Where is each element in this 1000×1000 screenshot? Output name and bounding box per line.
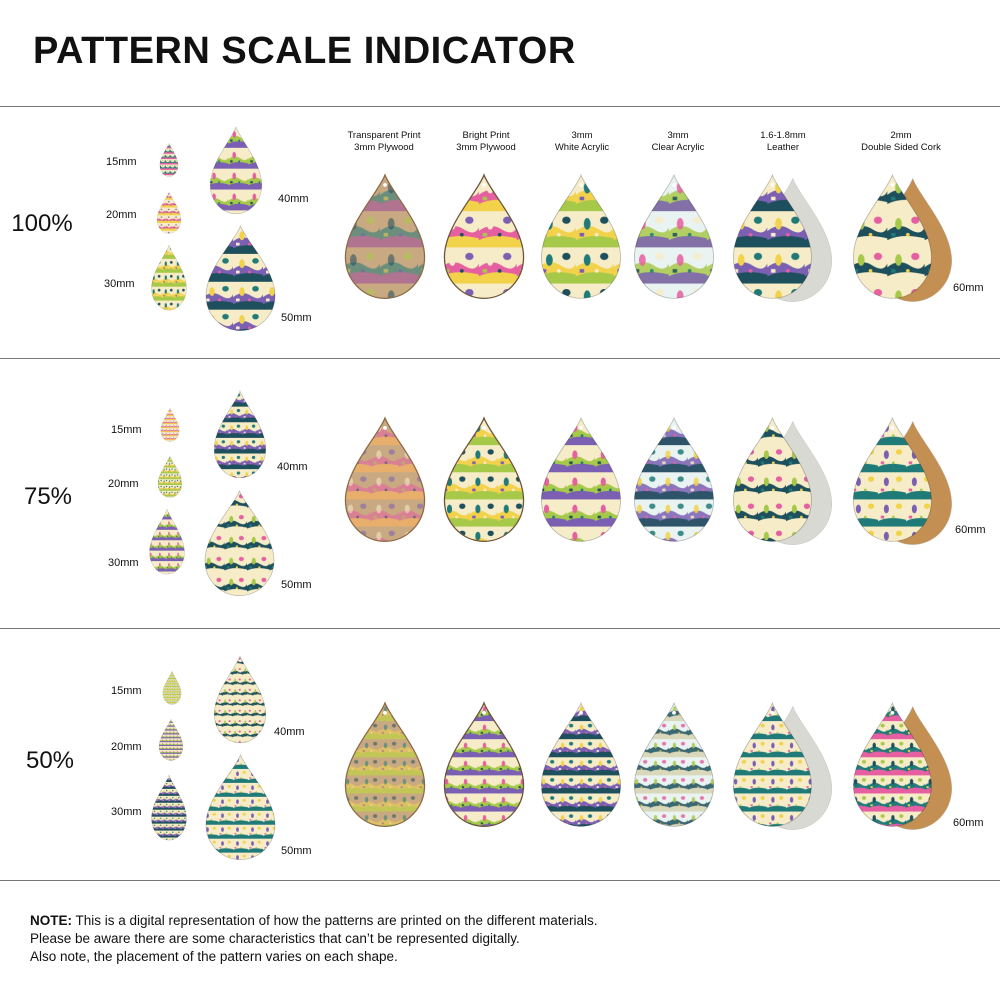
- size-label: 30mm: [108, 557, 139, 569]
- material-line1: Bright Print: [462, 130, 510, 141]
- size-swatch: [150, 244, 188, 311]
- size-swatch: [212, 390, 268, 479]
- material-label-leather: 1.6-1.8mm Leather: [723, 130, 843, 154]
- swatch-cork: [850, 701, 956, 830]
- material-label-white-acrylic: 3mm White Acrylic: [522, 130, 642, 154]
- material-line1: 3mm: [667, 130, 689, 141]
- size-swatch: [159, 142, 179, 177]
- swatch-transparent-plywood: [342, 701, 428, 828]
- swatch-bright-plywood: [441, 701, 527, 828]
- size-label: 50mm: [281, 845, 312, 857]
- swatch-leather: [730, 701, 836, 830]
- divider: [0, 880, 1000, 881]
- size-label: 20mm: [106, 209, 137, 221]
- size-label: 50mm: [281, 312, 312, 324]
- material-line2: White Acrylic: [554, 142, 610, 153]
- note-line-1: NOTE: This is a digital representation o…: [30, 912, 598, 930]
- note-text-1: This is a digital representation of how …: [75, 913, 598, 928]
- size-swatch: [203, 753, 278, 861]
- material-label-transparent-plywood: Transparent Print 3mm Plywood: [324, 130, 444, 154]
- swatch-cork: [850, 416, 956, 545]
- material-line2: 3mm Plywood: [354, 142, 414, 153]
- material-label-cork: 2mm Double Sided Cork: [841, 130, 961, 154]
- material-line2: Clear Acrylic: [651, 142, 705, 153]
- size-label: 30mm: [111, 806, 142, 818]
- scale-label: 75%: [23, 483, 73, 510]
- size-swatch: [157, 455, 183, 498]
- size-label: 40mm: [274, 726, 305, 738]
- size-label: 30mm: [104, 278, 135, 290]
- divider: [0, 106, 1000, 107]
- size-label: 60mm: [953, 817, 984, 829]
- material-line2: Leather: [766, 142, 800, 153]
- swatch-white-acrylic: [538, 701, 624, 828]
- material-line2: 3mm Plywood: [456, 142, 516, 153]
- material-line1: Transparent Print: [347, 130, 421, 141]
- swatch-leather: [730, 416, 836, 545]
- scale-label: 50%: [25, 747, 75, 774]
- swatch-white-acrylic: [538, 173, 624, 300]
- swatch-cork: [850, 173, 956, 302]
- swatch-white-acrylic: [538, 416, 624, 543]
- page-title: PATTERN SCALE INDICATOR: [33, 30, 576, 72]
- size-swatch: [148, 508, 186, 575]
- size-label: 20mm: [108, 478, 139, 490]
- size-label: 15mm: [111, 685, 142, 697]
- size-swatch: [202, 489, 277, 597]
- swatch-clear-acrylic: [631, 416, 717, 543]
- material-line1: 2mm: [890, 130, 912, 141]
- size-swatch: [150, 774, 188, 841]
- size-swatch: [156, 191, 182, 234]
- note-label: NOTE:: [30, 913, 72, 928]
- size-swatch: [203, 224, 278, 332]
- size-swatch: [208, 126, 264, 215]
- size-label: 50mm: [281, 579, 312, 591]
- swatch-transparent-plywood: [342, 416, 428, 543]
- scale-label: 100%: [11, 210, 73, 237]
- swatch-leather: [730, 173, 836, 302]
- size-swatch: [160, 407, 180, 442]
- note-line-3: Also note, the placement of the pattern …: [30, 949, 398, 964]
- size-swatch: [212, 655, 268, 744]
- size-label: 60mm: [953, 282, 984, 294]
- note: NOTE: This is a digital representation o…: [30, 912, 598, 966]
- material-line1: 3mm: [571, 130, 593, 141]
- size-label: 40mm: [278, 193, 309, 205]
- note-line-2: Please be aware there are some character…: [30, 931, 520, 946]
- divider: [0, 358, 1000, 359]
- swatch-bright-plywood: [441, 416, 527, 543]
- size-swatch: [162, 670, 182, 705]
- swatch-clear-acrylic: [631, 173, 717, 300]
- size-swatch: [158, 718, 184, 761]
- material-line2: Double Sided Cork: [861, 142, 941, 153]
- size-label: 15mm: [111, 424, 142, 436]
- size-label: 40mm: [277, 461, 308, 473]
- size-label: 20mm: [111, 741, 142, 753]
- material-line1: 1.6-1.8mm: [760, 130, 806, 141]
- swatch-transparent-plywood: [342, 173, 428, 300]
- material-label-clear-acrylic: 3mm Clear Acrylic: [618, 130, 738, 154]
- size-label: 60mm: [955, 524, 986, 536]
- divider: [0, 628, 1000, 629]
- swatch-bright-plywood: [441, 173, 527, 300]
- size-label: 15mm: [106, 156, 137, 168]
- material-label-bright-plywood: Bright Print 3mm Plywood: [426, 130, 546, 154]
- swatch-clear-acrylic: [631, 701, 717, 828]
